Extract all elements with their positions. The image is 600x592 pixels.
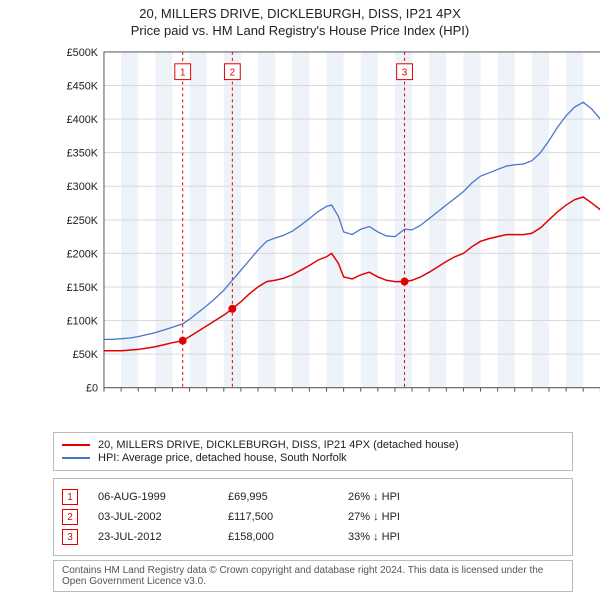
svg-text:3: 3 (402, 68, 408, 79)
sales-table: 1 06-AUG-1999 £69,995 26% ↓ HPI 2 03-JUL… (53, 478, 573, 556)
chart: £0£50K£100K£150K£200K£250K£300K£350K£400… (53, 48, 573, 388)
legend: 20, MILLERS DRIVE, DICKLEBURGH, DISS, IP… (53, 432, 573, 471)
svg-text:2: 2 (230, 68, 235, 79)
svg-text:£0: £0 (86, 383, 98, 395)
sale-marker-badge: 1 (62, 489, 78, 505)
sale-date: 23-JUL-2012 (98, 531, 228, 543)
svg-text:£450K: £450K (67, 80, 99, 92)
title-address: 20, MILLERS DRIVE, DICKLEBURGH, DISS, IP… (0, 6, 600, 21)
chart-svg: £0 £50K £100K £150K £200K £250K £300K £350K £400… (53, 48, 600, 443)
sale-vs-hpi: 27% ↓ HPI (348, 511, 458, 523)
svg-text:£400K: £400K (67, 114, 99, 126)
sale-marker-badge: 2 (62, 509, 78, 525)
legend-swatch (62, 457, 90, 459)
sale-vs-hpi: 26% ↓ HPI (348, 491, 458, 503)
svg-text:£500K: £500K (67, 48, 99, 59)
table-row: 3 23-JUL-2012 £158,000 33% ↓ HPI (62, 529, 564, 545)
legend-item: 20, MILLERS DRIVE, DICKLEBURGH, DISS, IP… (62, 439, 564, 451)
svg-text:£350K: £350K (67, 148, 99, 160)
svg-text:£50K: £50K (73, 349, 99, 361)
svg-text:£150K: £150K (67, 282, 99, 294)
credit-text: Contains HM Land Registry data © Crown c… (53, 560, 573, 592)
chart-titles: 20, MILLERS DRIVE, DICKLEBURGH, DISS, IP… (0, 0, 600, 38)
svg-text:£250K: £250K (67, 215, 99, 227)
table-row: 2 03-JUL-2002 £117,500 27% ↓ HPI (62, 509, 564, 525)
table-row: 1 06-AUG-1999 £69,995 26% ↓ HPI (62, 489, 564, 505)
legend-label: 20, MILLERS DRIVE, DICKLEBURGH, DISS, IP… (98, 439, 459, 451)
sale-price: £69,995 (228, 491, 348, 503)
svg-text:£100K: £100K (67, 316, 99, 328)
sale-price: £117,500 (228, 511, 348, 523)
sale-vs-hpi: 33% ↓ HPI (348, 531, 458, 543)
sale-price: £158,000 (228, 531, 348, 543)
svg-text:1: 1 (180, 68, 185, 79)
title-subtitle: Price paid vs. HM Land Registry's House … (0, 23, 600, 38)
sale-marker-badge: 3 (62, 529, 78, 545)
svg-text:£300K: £300K (67, 181, 99, 193)
sale-date: 03-JUL-2002 (98, 511, 228, 523)
legend-item: HPI: Average price, detached house, Sout… (62, 452, 564, 464)
sale-date: 06-AUG-1999 (98, 491, 228, 503)
legend-label: HPI: Average price, detached house, Sout… (98, 452, 347, 464)
legend-swatch (62, 444, 90, 446)
svg-text:£200K: £200K (67, 248, 99, 260)
